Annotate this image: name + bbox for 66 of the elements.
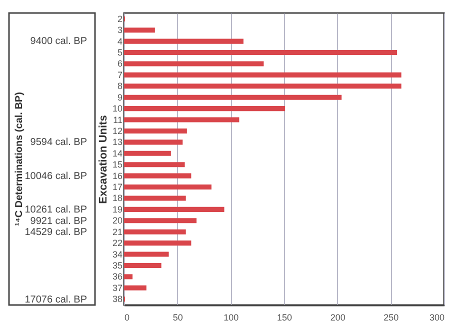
y-tick-label: 34 — [112, 249, 122, 260]
x-tick-label: 250 — [384, 312, 399, 322]
bar — [124, 128, 187, 134]
text: 9594 cal. BP — [30, 137, 88, 148]
y-tick-label: 36 — [112, 272, 122, 282]
y-tick-label: 38 — [112, 294, 122, 304]
bar — [124, 72, 402, 78]
y-tick-label: 13 — [112, 137, 122, 148]
bar — [124, 206, 224, 212]
text: 14529 cal. BP — [24, 227, 88, 238]
y-axis-title: Excavation Units — [97, 115, 110, 204]
y-tick-label: 4 — [117, 36, 122, 46]
bar — [124, 262, 162, 268]
bar — [124, 140, 183, 145]
bar — [124, 162, 185, 168]
bar — [124, 229, 186, 234]
bar — [124, 285, 146, 290]
y-tick-label: 3 — [117, 25, 122, 36]
y-tick-label: 2 — [117, 14, 122, 24]
y-tick-label: 15 — [112, 160, 122, 170]
x-tick-label: 100 — [224, 312, 239, 322]
y-tick-label: 17 — [112, 182, 122, 192]
bar — [124, 84, 402, 89]
bar — [124, 196, 186, 201]
x-tick-label: 150 — [276, 312, 292, 322]
y-tick-label: 7 — [117, 70, 122, 80]
y-tick-label: 20 — [112, 216, 122, 226]
y-tick-label: 18 — [112, 193, 122, 204]
y-tick-label: 16 — [112, 170, 122, 181]
bar — [124, 150, 171, 156]
text: ¹⁴C Determinations (cal. BP) — [14, 92, 25, 226]
y-tick-label: 37 — [112, 282, 122, 293]
y-tick-label: 12 — [112, 126, 122, 136]
y-tick-label: 11 — [113, 114, 122, 125]
bar — [124, 50, 398, 56]
x-tick-label: 50 — [172, 312, 183, 322]
y-tick-label: 5 — [117, 48, 122, 58]
x-tick-label: 0 — [124, 312, 130, 322]
y-tick-label: 6 — [117, 58, 122, 69]
y-tick-label: 19 — [112, 204, 122, 214]
x-tick-label: 200 — [330, 312, 346, 322]
bar — [124, 184, 212, 190]
bar — [124, 274, 133, 280]
bar — [124, 38, 244, 44]
y-tick-label: 14 — [112, 148, 122, 158]
text: 10261 cal. BP — [24, 204, 88, 216]
bar — [124, 117, 240, 122]
y-tick-label: 22 — [112, 238, 122, 248]
bar — [124, 28, 155, 33]
bar — [124, 240, 192, 246]
y-tick-label: 21 — [112, 226, 122, 237]
text: 10046 cal. BP — [24, 170, 88, 182]
text: 9921 cal. BP — [30, 216, 88, 227]
y-tick-label: 35 — [112, 260, 122, 270]
text: 9400 cal. BP — [30, 36, 88, 48]
y-tick-label: 9 — [117, 92, 122, 102]
x-tick-label: 300 — [429, 312, 444, 322]
bar — [124, 61, 264, 66]
bar — [124, 218, 197, 224]
y-tick-label: 8 — [117, 81, 122, 92]
y-tick-label: 10 — [112, 104, 122, 114]
bar — [124, 252, 169, 257]
text: 17076 cal. BP — [24, 294, 88, 306]
bar — [124, 173, 192, 178]
bar — [124, 94, 342, 100]
bar — [124, 106, 286, 112]
